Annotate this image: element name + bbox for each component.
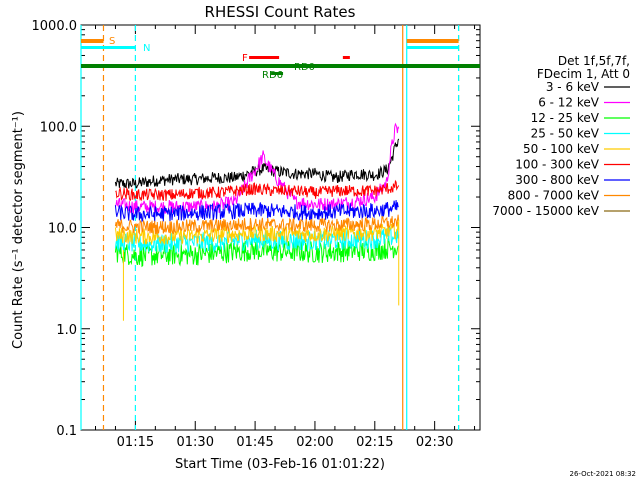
x-tick-label: 02:15	[356, 435, 393, 450]
night-bar	[407, 46, 459, 49]
legend-header: FDecim 1, Att 0	[537, 67, 630, 81]
chart-title: RHESSI Count Rates	[205, 3, 356, 21]
legend-label: 3 - 6 keV	[546, 80, 600, 94]
chart-legend: Det 1f,5f,7f,FDecim 1, Att 03 - 6 keV 6 -…	[492, 54, 630, 218]
legend-label: 800 - 7000 keV	[508, 189, 600, 203]
plot-series	[115, 124, 398, 321]
y-tick-label: 0.1	[56, 424, 77, 439]
series-line-3-6keV	[115, 139, 398, 189]
rd0-bar	[81, 64, 480, 68]
y-axis-label: Count Rate (s⁻¹ detector segment⁻¹)	[11, 111, 26, 349]
legend-label: 12 - 25 keV	[531, 111, 600, 125]
y-tick-label: 100.0	[40, 120, 77, 135]
x-tick-label: 01:45	[236, 435, 273, 450]
y-tick-label: 1000.0	[32, 19, 78, 34]
legend-label: 300 - 800 keV	[515, 173, 599, 187]
annotation-label-s: S	[109, 36, 115, 47]
footer-timestamp: 26-Oct-2021 08:32	[570, 470, 636, 478]
x-axis-label: Start Time (03-Feb-16 01:01:22)	[175, 457, 385, 472]
legend-label: 7000 - 15000 keV	[492, 204, 599, 218]
annotation-label-rd0: RD0	[294, 62, 315, 73]
x-tick-label: 02:30	[416, 435, 453, 450]
legend-label: 50 - 100 keV	[523, 142, 600, 156]
saa-bar	[81, 39, 103, 43]
x-tick-label: 02:00	[296, 435, 333, 450]
series-line-800-7000keV	[115, 215, 398, 234]
x-tick-label: 01:15	[117, 435, 154, 450]
legend-header: Det 1f,5f,7f,	[558, 54, 630, 68]
flare-bar	[249, 56, 279, 59]
x-tick-label: 01:30	[177, 435, 214, 450]
flare-bar	[343, 56, 350, 59]
annotation-label-f: F	[242, 53, 248, 64]
series-line-300-800keV	[115, 200, 398, 222]
legend-label: 100 - 300 keV	[515, 158, 599, 172]
y-tick-label: 1.0	[56, 323, 77, 338]
series-line-6-12keV	[115, 124, 398, 214]
saa-bar	[407, 39, 459, 43]
annotation-label-n: N	[143, 43, 150, 54]
y-tick-label: 10.0	[48, 222, 77, 237]
legend-label: 6 - 12 keV	[538, 96, 600, 110]
annotation-label-rd6: RD6	[262, 70, 283, 81]
legend-label: 25 - 50 keV	[531, 127, 600, 141]
